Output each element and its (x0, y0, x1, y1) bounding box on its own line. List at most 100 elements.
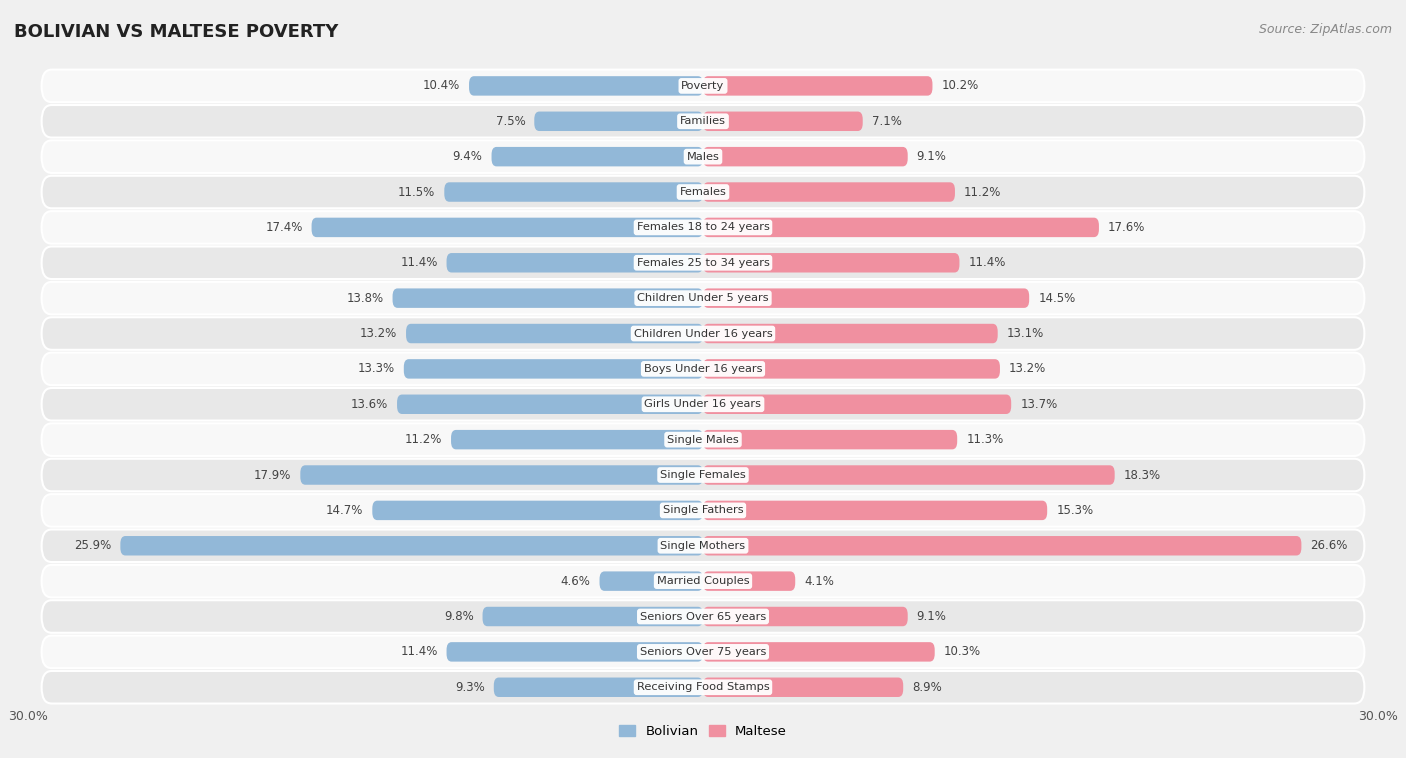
Text: 9.1%: 9.1% (917, 150, 946, 163)
Text: 17.4%: 17.4% (266, 221, 302, 234)
Text: Children Under 16 years: Children Under 16 years (634, 328, 772, 339)
Text: 15.3%: 15.3% (1056, 504, 1094, 517)
FancyBboxPatch shape (703, 324, 998, 343)
Text: 11.4%: 11.4% (969, 256, 1005, 269)
Text: Single Mothers: Single Mothers (661, 540, 745, 551)
Text: Seniors Over 75 years: Seniors Over 75 years (640, 647, 766, 657)
FancyBboxPatch shape (42, 494, 1364, 527)
FancyBboxPatch shape (42, 176, 1364, 208)
FancyBboxPatch shape (599, 572, 703, 591)
FancyBboxPatch shape (492, 147, 703, 167)
Text: Poverty: Poverty (682, 81, 724, 91)
FancyBboxPatch shape (404, 359, 703, 379)
FancyBboxPatch shape (396, 395, 703, 414)
Text: 7.5%: 7.5% (495, 114, 526, 128)
Text: 4.1%: 4.1% (804, 575, 834, 587)
Text: 17.6%: 17.6% (1108, 221, 1146, 234)
FancyBboxPatch shape (703, 642, 935, 662)
Text: 10.2%: 10.2% (942, 80, 979, 92)
Text: 11.3%: 11.3% (966, 433, 1004, 446)
Text: 9.1%: 9.1% (917, 610, 946, 623)
FancyBboxPatch shape (42, 70, 1364, 102)
Text: Seniors Over 65 years: Seniors Over 65 years (640, 612, 766, 622)
FancyBboxPatch shape (703, 536, 1302, 556)
Text: Females: Females (679, 187, 727, 197)
Text: 13.3%: 13.3% (357, 362, 395, 375)
Text: 17.9%: 17.9% (254, 468, 291, 481)
FancyBboxPatch shape (703, 359, 1000, 379)
Text: 4.6%: 4.6% (561, 575, 591, 587)
Text: Females 18 to 24 years: Females 18 to 24 years (637, 222, 769, 233)
FancyBboxPatch shape (703, 678, 903, 697)
Text: 9.8%: 9.8% (444, 610, 474, 623)
FancyBboxPatch shape (42, 671, 1364, 703)
Text: 14.7%: 14.7% (326, 504, 363, 517)
Text: 11.5%: 11.5% (398, 186, 436, 199)
Text: 18.3%: 18.3% (1123, 468, 1161, 481)
FancyBboxPatch shape (451, 430, 703, 449)
FancyBboxPatch shape (447, 642, 703, 662)
Text: 26.6%: 26.6% (1310, 539, 1348, 553)
Text: Single Males: Single Males (666, 434, 740, 445)
FancyBboxPatch shape (312, 218, 703, 237)
Text: 13.2%: 13.2% (360, 327, 396, 340)
FancyBboxPatch shape (703, 218, 1099, 237)
FancyBboxPatch shape (703, 395, 1011, 414)
FancyBboxPatch shape (703, 253, 959, 273)
Text: 11.4%: 11.4% (401, 645, 437, 659)
Text: 9.3%: 9.3% (456, 681, 485, 694)
FancyBboxPatch shape (703, 76, 932, 96)
FancyBboxPatch shape (444, 183, 703, 202)
FancyBboxPatch shape (703, 147, 908, 167)
FancyBboxPatch shape (42, 211, 1364, 243)
FancyBboxPatch shape (121, 536, 703, 556)
FancyBboxPatch shape (703, 430, 957, 449)
Text: Married Couples: Married Couples (657, 576, 749, 586)
FancyBboxPatch shape (42, 530, 1364, 562)
FancyBboxPatch shape (42, 140, 1364, 173)
Legend: Bolivian, Maltese: Bolivian, Maltese (613, 719, 793, 743)
Text: 11.4%: 11.4% (401, 256, 437, 269)
Text: 13.1%: 13.1% (1007, 327, 1043, 340)
FancyBboxPatch shape (301, 465, 703, 485)
FancyBboxPatch shape (703, 183, 955, 202)
FancyBboxPatch shape (42, 352, 1364, 385)
Text: 25.9%: 25.9% (75, 539, 111, 553)
Text: 7.1%: 7.1% (872, 114, 901, 128)
FancyBboxPatch shape (392, 289, 703, 308)
FancyBboxPatch shape (703, 572, 796, 591)
Text: 11.2%: 11.2% (405, 433, 441, 446)
FancyBboxPatch shape (534, 111, 703, 131)
FancyBboxPatch shape (406, 324, 703, 343)
FancyBboxPatch shape (482, 606, 703, 626)
FancyBboxPatch shape (42, 318, 1364, 349)
Text: Children Under 5 years: Children Under 5 years (637, 293, 769, 303)
FancyBboxPatch shape (373, 501, 703, 520)
Text: Single Females: Single Females (661, 470, 745, 480)
FancyBboxPatch shape (447, 253, 703, 273)
FancyBboxPatch shape (703, 606, 908, 626)
Text: 14.5%: 14.5% (1038, 292, 1076, 305)
Text: 13.7%: 13.7% (1021, 398, 1057, 411)
FancyBboxPatch shape (42, 459, 1364, 491)
FancyBboxPatch shape (42, 246, 1364, 279)
Text: 13.8%: 13.8% (346, 292, 384, 305)
FancyBboxPatch shape (42, 105, 1364, 137)
Text: 13.2%: 13.2% (1010, 362, 1046, 375)
FancyBboxPatch shape (703, 501, 1047, 520)
Text: BOLIVIAN VS MALTESE POVERTY: BOLIVIAN VS MALTESE POVERTY (14, 23, 339, 41)
Text: Females 25 to 34 years: Females 25 to 34 years (637, 258, 769, 268)
Text: 10.4%: 10.4% (423, 80, 460, 92)
Text: Single Fathers: Single Fathers (662, 506, 744, 515)
Text: Receiving Food Stamps: Receiving Food Stamps (637, 682, 769, 692)
FancyBboxPatch shape (42, 565, 1364, 597)
Text: Source: ZipAtlas.com: Source: ZipAtlas.com (1258, 23, 1392, 36)
Text: 9.4%: 9.4% (453, 150, 482, 163)
Text: 11.2%: 11.2% (965, 186, 1001, 199)
FancyBboxPatch shape (42, 636, 1364, 668)
FancyBboxPatch shape (470, 76, 703, 96)
FancyBboxPatch shape (703, 289, 1029, 308)
Text: Families: Families (681, 116, 725, 127)
Text: Boys Under 16 years: Boys Under 16 years (644, 364, 762, 374)
FancyBboxPatch shape (42, 388, 1364, 421)
